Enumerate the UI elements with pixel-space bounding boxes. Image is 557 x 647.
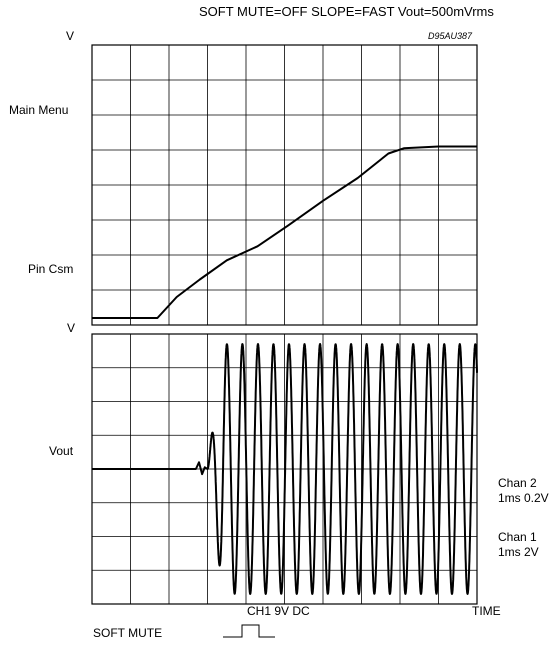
y-label-main-menu: Main Menu — [9, 103, 69, 117]
soft-mute-label: SOFT MUTE — [93, 626, 163, 640]
y-label-pin-csm: Pin Csm — [28, 262, 74, 276]
bottom-y-unit: V — [67, 321, 76, 335]
top-panel-grid — [91, 44, 478, 326]
ch1-label: CH1 9V DC — [247, 604, 310, 618]
time-label: TIME — [472, 604, 501, 618]
chan2-setting: 1ms 0.2V — [498, 491, 549, 505]
vout-waveform-trace — [92, 343, 478, 595]
csm-ramp-trace — [92, 145, 477, 319]
chan1-setting: 1ms 2V — [498, 545, 539, 559]
chan2-label: Chan 2 — [498, 476, 537, 490]
top-y-unit: V — [66, 29, 75, 43]
bottom-panel-trace — [92, 343, 478, 595]
bottom-panel-grid — [91, 333, 478, 605]
soft-mute-pulse — [223, 624, 275, 638]
top-panel-trace — [92, 145, 477, 319]
chart-title: SOFT MUTE=OFF SLOPE=FAST Vout=500mVrms — [199, 4, 494, 19]
figure-code: D95AU387 — [428, 31, 473, 41]
chan1-label: Chan 1 — [498, 530, 537, 544]
y-label-vout: Vout — [49, 444, 74, 458]
